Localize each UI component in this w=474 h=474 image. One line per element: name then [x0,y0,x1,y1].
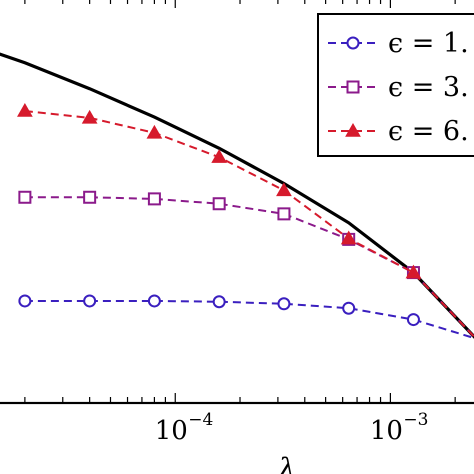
triangle-marker [405,264,422,279]
plot-area-border [0,401,474,405]
triangle-marker [211,149,228,163]
square-marker [346,80,360,94]
x-tick-label: 10 [370,416,403,446]
triangle-marker [340,230,357,245]
circle-marker [18,294,32,308]
reference-line [0,52,474,339]
triangle-marker [276,182,292,197]
circle-marker [147,294,161,308]
series-reference [0,52,474,339]
circle-marker [83,294,97,308]
circle-marker [342,301,356,315]
x-tick-label: 10 [155,416,188,446]
circle-marker [406,313,420,327]
square-marker [83,190,97,204]
legend-entry: ϵ = 1. [328,28,469,59]
legend: ϵ = 1. ϵ = 3. ϵ = 6. [317,13,474,157]
triangle-marker [81,109,98,124]
circle-marker [212,295,226,309]
legend-label: ϵ = 3. [388,72,469,103]
triangle-marker [17,102,33,117]
series-line [24,196,474,338]
x-tick-label-exponent: −3 [403,410,428,430]
series-1 [18,294,474,340]
legend-label: ϵ = 6. [388,116,469,147]
legend-label: ϵ = 1. [388,28,469,59]
legend-entry: ϵ = 3. [328,72,469,103]
series-layer [0,52,474,340]
square-marker [18,190,32,204]
square-marker [277,207,291,221]
triangle-marker [345,122,361,137]
series-line [24,299,474,340]
x-tick-label-exponent: −4 [188,410,213,430]
legend-entry: ϵ = 6. [328,116,469,147]
square-marker [212,197,226,211]
x-axis-label: λ [277,452,296,474]
triangle-marker [146,124,163,139]
plot-frame [0,401,474,405]
legend-box [317,13,474,157]
square-marker [147,192,161,206]
series-3 [17,102,474,338]
x-axis-ticks: 10 −4 10 −3 [24,0,456,446]
circle-marker [346,36,360,50]
circle-marker [277,297,291,311]
series-line [24,110,474,338]
